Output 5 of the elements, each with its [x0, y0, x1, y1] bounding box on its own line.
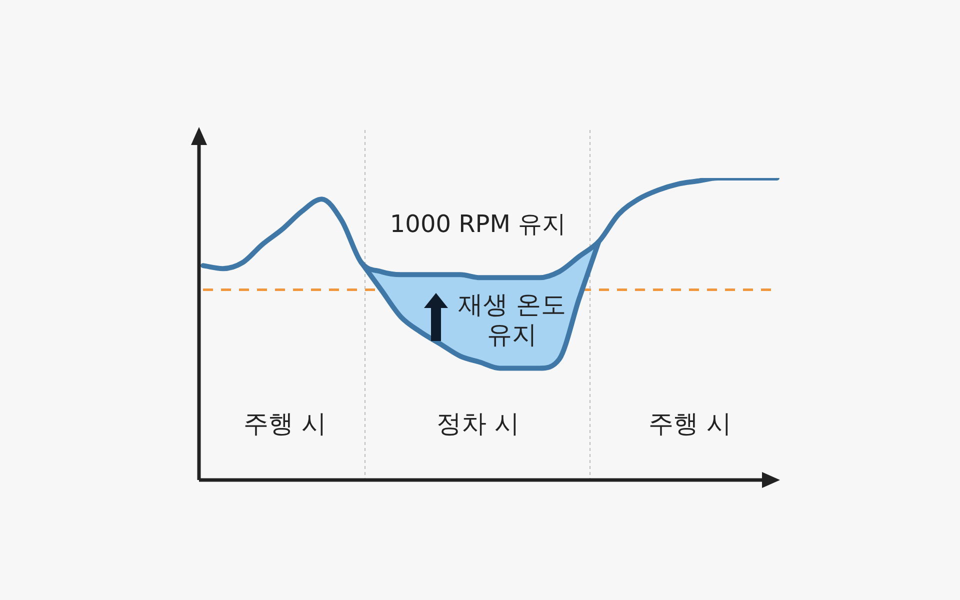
annotation: 주행 시: [648, 408, 732, 440]
annotation: 정차 시: [436, 408, 520, 440]
annotation: 재생 온도 유지: [457, 290, 567, 350]
annotation: 주행 시: [244, 408, 326, 440]
annotation: 1000 RPM 유지: [390, 209, 566, 240]
